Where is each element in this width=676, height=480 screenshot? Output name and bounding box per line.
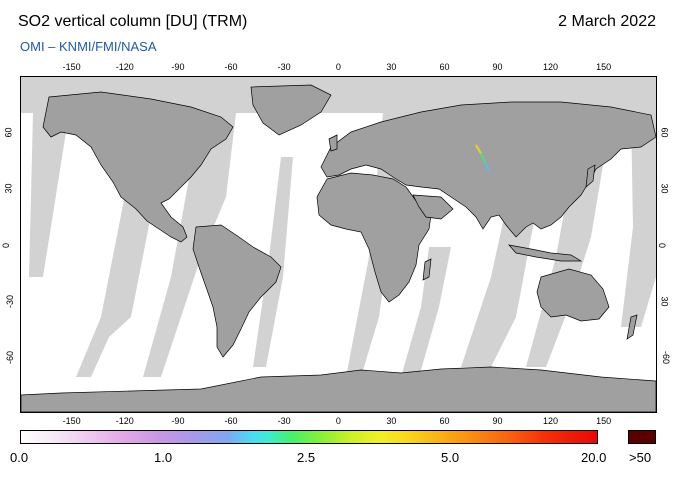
longitude-tick-label: 90 <box>492 62 503 72</box>
longitude-tick-label: 60 <box>439 62 450 72</box>
map-title: SO2 vertical column [DU] (TRM) <box>18 13 248 30</box>
latitude-tick-label: 0 <box>657 242 668 248</box>
orbit-gap <box>401 247 451 377</box>
longitude-tick-label: 30 <box>386 416 397 426</box>
orbit-gap <box>29 113 69 277</box>
british-isles <box>328 134 338 152</box>
longitude-tick-label: 120 <box>543 62 559 72</box>
so2-signal <box>475 144 490 172</box>
longitude-tick-label: -60 <box>224 416 238 426</box>
australia <box>536 268 610 322</box>
longitude-tick-label: -30 <box>277 62 291 72</box>
new-zealand <box>626 314 638 340</box>
latitude-tick-label: -30 <box>5 294 16 308</box>
world-map <box>20 76 657 413</box>
arabian-peninsula <box>412 194 454 220</box>
colorbar-label: 20.0 <box>581 450 607 465</box>
longitude-tick-label: 0 <box>335 416 341 426</box>
colorbar-label: 0.0 <box>10 450 29 465</box>
longitude-tick-label: -60 <box>224 62 238 72</box>
data-credit: OMI – KNMI/FMI/NASA <box>20 39 157 54</box>
longitude-tick-label: -30 <box>277 416 291 426</box>
indonesia <box>508 244 583 262</box>
colorbar-label: 5.0 <box>441 450 460 465</box>
longitude-tick-label: -150 <box>62 62 81 72</box>
so2-streak-blue <box>484 162 490 172</box>
map-date: 2 March 2022 <box>558 13 656 30</box>
japan <box>585 164 596 188</box>
latitude-tick-label: 0 <box>1 242 12 248</box>
africa <box>316 172 432 303</box>
antarctica <box>21 366 656 412</box>
latitude-tick-label: -60 <box>661 350 672 364</box>
latitude-tick-label: -60 <box>5 350 16 364</box>
latitude-tick-label: 60 <box>3 127 14 138</box>
latitude-tick-label: 60 <box>659 127 670 138</box>
longitude-tick-label: 150 <box>596 62 612 72</box>
longitude-tick-label: -90 <box>171 62 185 72</box>
greenland <box>250 84 332 136</box>
colorbar-label: >50 <box>629 450 652 465</box>
latitude-tick-label: 30 <box>3 183 14 194</box>
latitude-tick-label: 30 <box>659 296 670 307</box>
longitude-tick-label: 30 <box>386 62 397 72</box>
madagascar <box>422 258 432 281</box>
orbit-gap <box>621 113 656 327</box>
longitude-tick-label: 60 <box>439 416 450 426</box>
south-america <box>192 224 282 358</box>
longitude-tick-label: -150 <box>62 416 81 426</box>
latitude-tick-label: 30 <box>659 183 670 194</box>
world-map-svg <box>21 77 656 412</box>
colorbar-label: 2.5 <box>297 450 316 465</box>
overflow-color-box <box>628 430 656 444</box>
longitude-tick-label: 90 <box>492 416 503 426</box>
longitude-tick-label: -90 <box>171 416 185 426</box>
longitude-tick-label: -120 <box>115 416 134 426</box>
longitude-tick-label: 150 <box>596 416 612 426</box>
longitude-tick-label: 120 <box>543 416 559 426</box>
orbit-gap <box>143 113 236 377</box>
colorbar-label: 1.0 <box>154 450 173 465</box>
continents <box>42 84 656 358</box>
longitude-tick-label: 0 <box>335 62 341 72</box>
north-america <box>42 91 234 243</box>
longitude-tick-label: -120 <box>115 62 134 72</box>
so2-colorbar <box>20 430 598 444</box>
